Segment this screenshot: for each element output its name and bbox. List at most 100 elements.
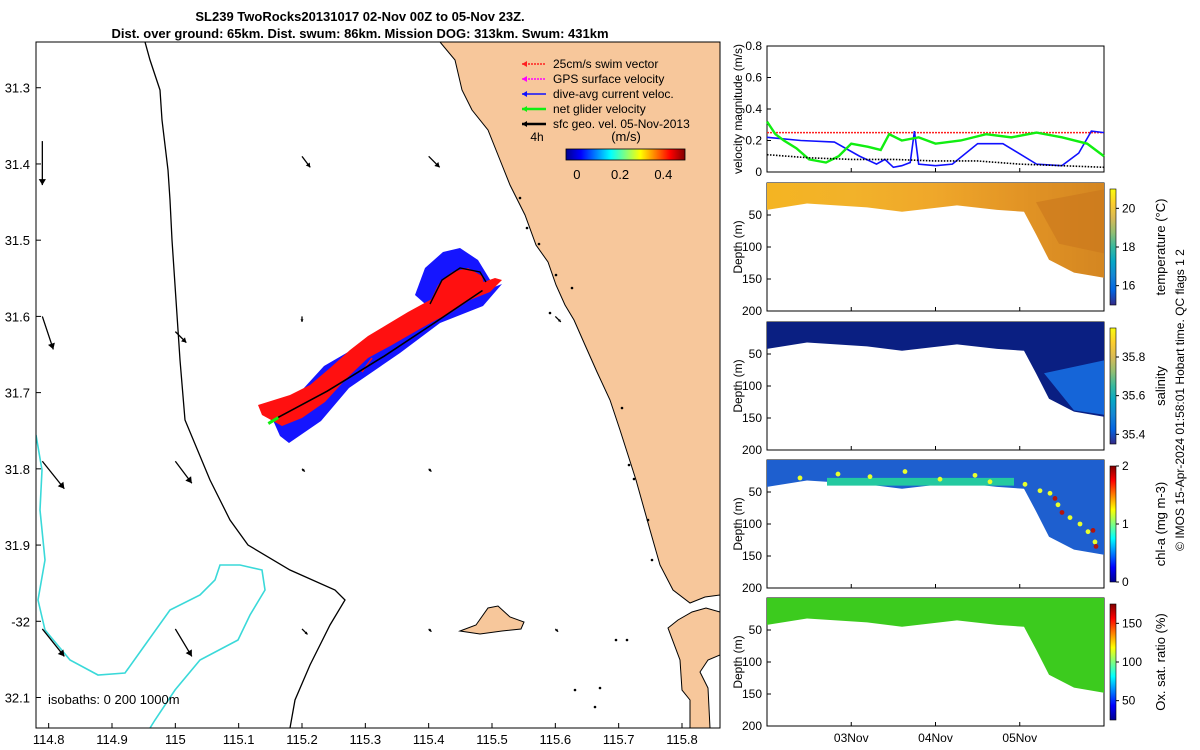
islet — [646, 518, 650, 522]
map-x-tick-label: 115.8 — [666, 732, 698, 747]
geostrophic-vector-head — [301, 468, 305, 472]
geostrophic-vector-head — [300, 319, 304, 322]
map-y-tick-label: 31.3 — [5, 81, 30, 96]
chlorophyll-colorbar-tick-label: 0 — [1122, 575, 1129, 589]
chlorophyll-section-field — [767, 460, 1104, 555]
swim-vector-loop — [430, 268, 485, 302]
map-y-tick-label: 31.6 — [5, 309, 30, 324]
chlorophyll-sample-point — [937, 476, 943, 482]
islet — [537, 242, 541, 246]
legend-arrowhead — [522, 121, 527, 127]
temperature-y-tick-label: 200 — [742, 304, 762, 318]
colorbar-tick-label: 0 — [573, 167, 580, 182]
oxygen-panel: 50 100 150 200 Depth (m) 50 100 150 Ox. sat. rat… — [731, 597, 1168, 733]
velocity-y-tick-label: 0.2 — [745, 134, 762, 148]
velocity-y-tick-label: 0.4 — [745, 102, 762, 116]
salinity-colorbar — [1109, 327, 1117, 445]
geostrophic-vector-head — [304, 631, 308, 635]
chlorophyll-sample-point — [1067, 515, 1073, 520]
oxygen-y-tick-label: 200 — [742, 719, 762, 733]
islet — [570, 286, 574, 290]
salinity-y-tick-label: 100 — [742, 379, 762, 393]
islet — [518, 196, 522, 200]
oxygen-colorbar-tick-label: 50 — [1122, 694, 1136, 708]
geostrophic-vector — [301, 155, 311, 168]
swim-vector-band — [258, 278, 502, 426]
islet — [650, 558, 654, 562]
chlorophyll-high-point — [1059, 510, 1065, 515]
oxygen-colorbar — [1109, 603, 1117, 721]
geostrophic-vector-head — [305, 162, 311, 168]
oxygen-colorbar-label: Ox. sat. ratio (%) — [1153, 613, 1168, 711]
glider-track-loop — [429, 267, 487, 305]
geostrophic-vector-head — [557, 318, 561, 322]
map-x-tick-label: 115.5 — [476, 732, 508, 747]
chlorophyll-y-tick-label: 200 — [742, 581, 762, 595]
oxygen-colorbar-tick-label: 150 — [1122, 616, 1142, 630]
salinity-colorbar-tick-label: 35.8 — [1122, 350, 1146, 364]
temperature-y-tick-label: 50 — [749, 208, 763, 222]
salinity-panel: 50 100 150 200 Depth (m) 35.4 35.6 35.8 salinity — [731, 321, 1168, 457]
map-y-tick-label: 31.7 — [5, 386, 30, 401]
oxygen-section-field — [767, 598, 1104, 693]
geostrophic-vector-head — [181, 337, 187, 343]
salinity-y-tick-label: 200 — [742, 443, 762, 457]
legend-label: 25cm/s swim vector — [553, 57, 658, 71]
islet — [593, 705, 597, 709]
islet — [573, 688, 577, 692]
time-tick-label: 04Nov — [918, 731, 953, 745]
velocity-y-tick-label: 0.8 — [745, 39, 762, 53]
chlorophyll-sample-point — [972, 472, 978, 478]
chlorophyll-sample-point — [1077, 521, 1083, 527]
chlorophyll-y-tick-label: 150 — [742, 549, 762, 563]
geostrophic-vector-head — [57, 649, 65, 657]
temperature-colorbar — [1109, 188, 1117, 306]
geostrophic-vector-head — [38, 179, 46, 186]
chlorophyll-sample-point — [902, 469, 908, 474]
islet — [598, 686, 602, 690]
map-y-tick-label: 31.8 — [5, 462, 30, 477]
legend-arrowhead — [522, 61, 527, 67]
geostrophic-vector-head — [57, 481, 65, 489]
speed-colorbar — [565, 148, 686, 161]
velocity-series-1 — [766, 130, 1105, 169]
temperature-y-label: Depth (m) — [731, 220, 745, 273]
temperature-warm-core — [1036, 189, 1104, 254]
salinity-section-field — [767, 322, 1104, 417]
velocity-series-2 — [766, 120, 1105, 164]
geostrophic-vector — [41, 316, 55, 350]
time-tick-label: 05Nov — [1002, 731, 1037, 745]
map-x-tick-label: 115.1 — [223, 732, 255, 747]
map-x-tick-label: 115.6 — [540, 732, 572, 747]
chlorophyll-sample-point — [867, 474, 873, 480]
colorbar-label: (m/s) — [611, 129, 641, 144]
geostrophic-vector — [554, 628, 559, 633]
islet — [548, 311, 552, 315]
geostrophic-vector — [301, 468, 306, 473]
geostrophic-vector — [174, 460, 193, 484]
temperature-colorbar-tick-label: 18 — [1122, 240, 1136, 254]
chlorophyll-y-tick-label: 50 — [749, 485, 763, 499]
legend-arrowhead — [522, 106, 527, 112]
oxygen-y-label: Depth (m) — [731, 635, 745, 688]
map-x-tick-label: 115.2 — [286, 732, 318, 747]
salinity-y-tick-label: 50 — [749, 347, 763, 361]
figure-title-line-1: SL239 TwoRocks20131017 02-Nov 00Z to 05-… — [195, 9, 525, 24]
chlorophyll-sample-point — [1085, 529, 1091, 535]
geostrophic-vector — [428, 155, 441, 168]
isobath-1000m — [36, 434, 266, 728]
chlorophyll-sample-point — [1037, 488, 1043, 494]
legend-label: net glider velocity — [553, 102, 646, 116]
temperature-y-tick-label: 150 — [742, 272, 762, 286]
legend-arrowhead — [522, 76, 527, 82]
chlorophyll-sample-point — [987, 479, 993, 485]
dive-avg-current-band — [272, 284, 502, 443]
oxygen-y-tick-label: 100 — [742, 655, 762, 669]
rottnest-island — [458, 605, 525, 635]
geostrophic-vector-head — [48, 342, 55, 350]
temperature-panel: 50 100 150 200 Depth (m) 16 18 20 temperature (°… — [731, 182, 1168, 318]
map-y-tick-label: 31.9 — [5, 538, 30, 553]
chlorophyll-max-layer — [827, 477, 1014, 486]
